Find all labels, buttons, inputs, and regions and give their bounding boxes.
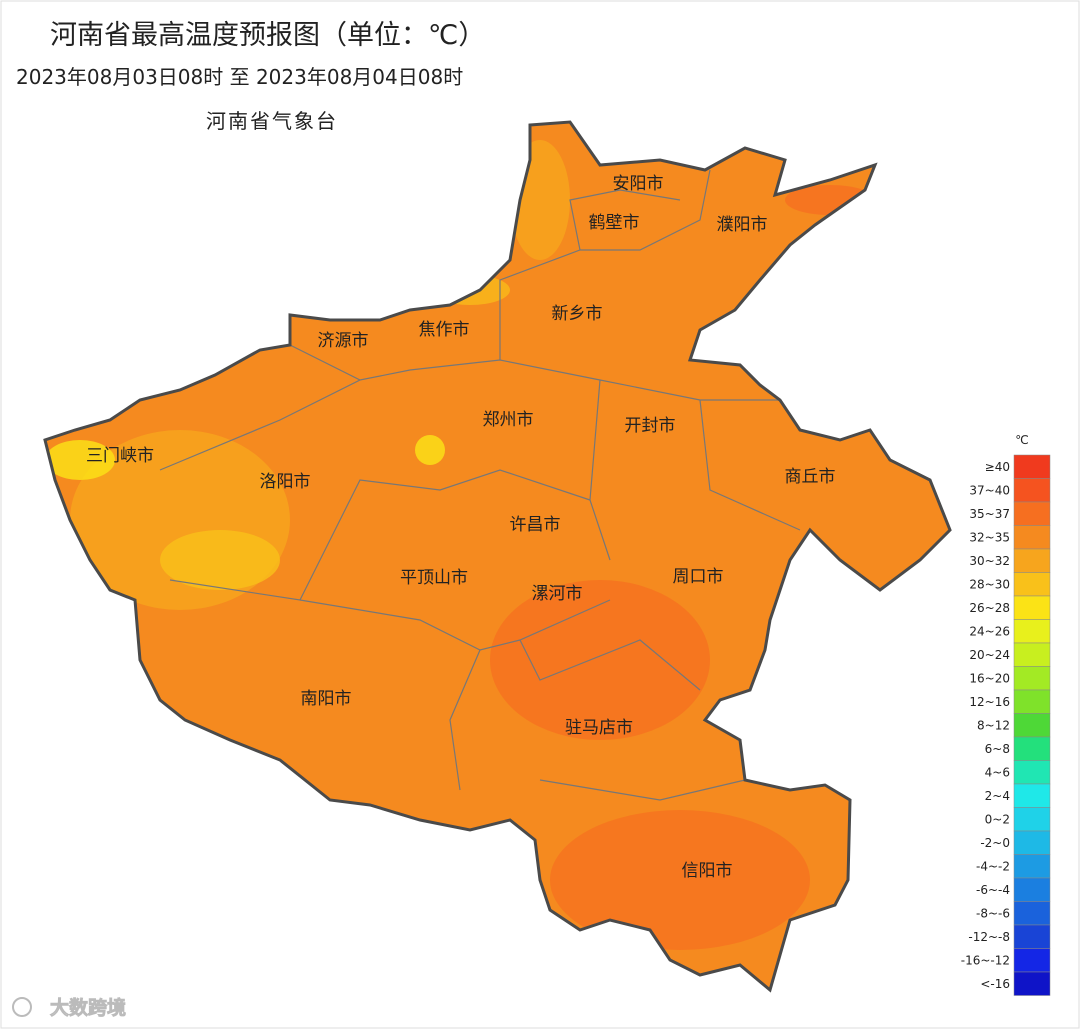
map-title: 河南省最高温度预报图（单位：℃） (50, 20, 485, 51)
legend-swatch (1013, 454, 1051, 479)
city-label: 平顶山市 (400, 568, 468, 588)
legend-label: 32~35 (969, 530, 1010, 544)
legend-label: 26~28 (969, 601, 1010, 615)
city-label: 驻马店市 (565, 718, 633, 738)
legend-label: 4~6 (985, 765, 1010, 779)
legend-label: 12~16 (969, 695, 1010, 709)
border (169, 469, 591, 601)
city-label: 开封市 (625, 416, 676, 436)
city-label: 鹤壁市 (589, 213, 640, 233)
watermark-text: 大数跨境 (50, 996, 126, 1019)
legend-swatch (1013, 619, 1051, 644)
legend-swatch (1013, 948, 1051, 973)
city-label: 焦作市 (419, 320, 470, 340)
legend-swatch (1013, 689, 1051, 714)
legend-swatch (1013, 760, 1051, 785)
legend-swatch (1013, 548, 1051, 573)
city-label: 三门峡市 (86, 446, 154, 466)
field-patch (415, 435, 445, 465)
border (449, 649, 481, 791)
legend-label: 28~30 (969, 577, 1010, 591)
legend-label: -4~-2 (976, 859, 1010, 873)
legend-swatch (1013, 901, 1051, 926)
legend-swatch (1013, 924, 1051, 949)
legend-swatch (1013, 666, 1051, 691)
city-label: 南阳市 (301, 689, 352, 709)
city-label: 周口市 (673, 567, 724, 587)
field-patch (550, 810, 810, 950)
legend-label: 8~12 (977, 718, 1010, 732)
legend-unit: ℃ (1015, 433, 1028, 447)
legend-label: 30~32 (969, 554, 1010, 568)
city-label: 濮阳市 (717, 215, 768, 235)
city-label: 洛阳市 (260, 472, 311, 492)
legend-swatch (1013, 572, 1051, 597)
legend-label: 2~4 (985, 789, 1010, 803)
legend-swatch (1013, 877, 1051, 902)
city-label: 济源市 (318, 331, 369, 351)
field-patch (490, 580, 710, 740)
district-borders (159, 169, 801, 801)
city-label: 郑州市 (483, 410, 534, 430)
legend-label: <-16 (980, 977, 1010, 991)
legend-swatch (1013, 713, 1051, 738)
legend-swatch (1013, 736, 1051, 761)
border (569, 189, 681, 251)
legend-label: ≥40 (985, 460, 1010, 474)
legend: ℃ ≥40 37~40 35~37 32~35 30~32 28~30 26~28 24~26 2… (961, 433, 1051, 996)
border (519, 639, 701, 691)
legend-swatch (1013, 478, 1051, 503)
legend-label: 20~24 (969, 648, 1010, 662)
border (699, 399, 801, 531)
city-label: 信阳市 (682, 861, 733, 881)
city-label: 安阳市 (613, 174, 664, 194)
legend-swatch (1013, 525, 1051, 550)
city-label: 许昌市 (510, 515, 561, 535)
legend-swatch (1013, 783, 1051, 808)
legend-label: -16~-12 (961, 953, 1010, 967)
legend-swatch (1013, 830, 1051, 855)
field-patch (160, 530, 280, 590)
legend-label: 0~2 (985, 812, 1010, 826)
legend-label: 16~20 (969, 671, 1010, 685)
legend-label: -8~-6 (976, 906, 1010, 920)
watermark-icon (12, 997, 32, 1017)
legend-label: 24~26 (969, 624, 1010, 638)
city-label: 商丘市 (785, 467, 836, 487)
field-patch (45, 440, 115, 480)
legend-label: -6~-4 (976, 883, 1010, 897)
legend-swatch (1013, 595, 1051, 620)
border (539, 779, 746, 801)
border (499, 169, 711, 360)
legend-label: -12~-8 (968, 930, 1010, 944)
legend-label: 37~40 (969, 483, 1010, 497)
border (159, 379, 361, 471)
legend-swatch (1013, 501, 1051, 526)
city-label: 新乡市 (552, 304, 603, 324)
legend-swatch (1013, 807, 1051, 832)
legend-label: 6~8 (985, 742, 1010, 756)
watermark: 大数跨境 (12, 996, 126, 1019)
time-range: 2023年08月03日08时 至 2023年08月04日08时 (16, 65, 463, 89)
legend-label: -2~0 (980, 836, 1010, 850)
legend-swatch (1013, 971, 1051, 996)
legend-swatch (1013, 642, 1051, 667)
issuer: 河南省气象台 (206, 109, 338, 133)
legend-label: 35~37 (969, 507, 1010, 521)
city-label: 漯河市 (532, 584, 583, 604)
legend-swatch (1013, 854, 1051, 879)
